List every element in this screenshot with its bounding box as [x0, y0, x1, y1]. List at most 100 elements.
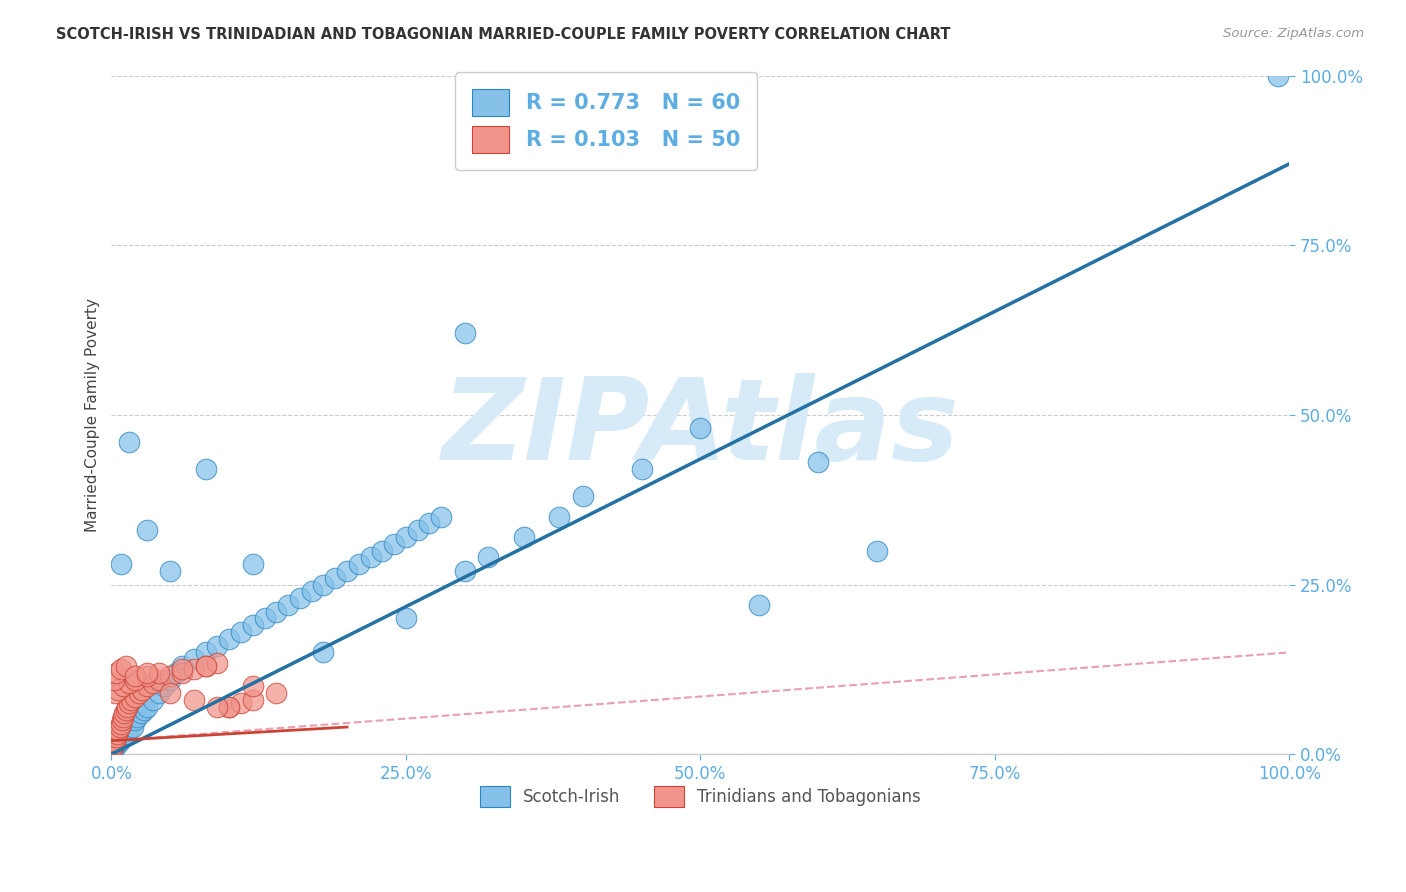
- Point: [454, 564, 477, 578]
- Point: [135, 665, 157, 680]
- Point: [120, 693, 142, 707]
- Point: [866, 543, 889, 558]
- Point: [111, 713, 134, 727]
- Point: [112, 710, 135, 724]
- Point: [148, 665, 170, 680]
- Point: [135, 699, 157, 714]
- Point: [183, 652, 205, 666]
- Point: [689, 421, 711, 435]
- Point: [172, 665, 194, 680]
- Point: [807, 455, 830, 469]
- Point: [454, 326, 477, 341]
- Point: [253, 611, 276, 625]
- Point: [183, 693, 205, 707]
- Text: ZIPAtlas: ZIPAtlas: [441, 373, 959, 484]
- Point: [477, 550, 499, 565]
- Point: [153, 679, 176, 693]
- Text: SCOTCH-IRISH VS TRINIDADIAN AND TOBAGONIAN MARRIED-COUPLE FAMILY POVERTY CORRELA: SCOTCH-IRISH VS TRINIDADIAN AND TOBAGONI…: [56, 27, 950, 42]
- Point: [135, 679, 157, 693]
- Point: [110, 662, 132, 676]
- Point: [360, 550, 382, 565]
- Point: [118, 723, 141, 738]
- Point: [748, 598, 770, 612]
- Point: [194, 645, 217, 659]
- Point: [103, 737, 125, 751]
- Point: [135, 669, 157, 683]
- Point: [266, 686, 288, 700]
- Point: [312, 645, 335, 659]
- Point: [229, 625, 252, 640]
- Point: [395, 611, 418, 625]
- Point: [242, 679, 264, 693]
- Point: [114, 659, 136, 673]
- Point: [135, 523, 157, 537]
- Point: [159, 564, 181, 578]
- Point: [118, 696, 141, 710]
- Point: [107, 723, 129, 738]
- Point: [112, 706, 135, 721]
- Point: [548, 509, 571, 524]
- Point: [288, 591, 311, 606]
- Point: [101, 740, 124, 755]
- Point: [104, 686, 127, 700]
- Point: [134, 703, 156, 717]
- Point: [418, 516, 440, 531]
- Point: [115, 699, 138, 714]
- Point: [172, 659, 194, 673]
- Point: [118, 435, 141, 450]
- Point: [105, 727, 128, 741]
- Point: [131, 682, 153, 697]
- Point: [242, 557, 264, 571]
- Point: [105, 731, 128, 745]
- Point: [159, 673, 181, 687]
- Point: [118, 676, 141, 690]
- Legend: Scotch-Irish, Trinidians and Tobagonians: Scotch-Irish, Trinidians and Tobagonians: [474, 779, 928, 814]
- Point: [277, 598, 299, 612]
- Point: [110, 557, 132, 571]
- Point: [114, 727, 136, 741]
- Point: [218, 699, 240, 714]
- Point: [124, 673, 146, 687]
- Point: [194, 462, 217, 476]
- Point: [301, 584, 323, 599]
- Point: [129, 706, 152, 721]
- Point: [142, 693, 165, 707]
- Point: [347, 557, 370, 571]
- Point: [207, 699, 229, 714]
- Text: Source: ZipAtlas.com: Source: ZipAtlas.com: [1223, 27, 1364, 40]
- Point: [104, 740, 127, 755]
- Point: [108, 720, 131, 734]
- Point: [194, 659, 217, 673]
- Point: [183, 662, 205, 676]
- Point: [512, 530, 534, 544]
- Point: [124, 690, 146, 704]
- Point: [105, 665, 128, 680]
- Point: [142, 676, 165, 690]
- Point: [395, 530, 418, 544]
- Point: [1267, 69, 1289, 83]
- Point: [242, 693, 264, 707]
- Point: [172, 662, 194, 676]
- Point: [159, 669, 181, 683]
- Point: [323, 571, 346, 585]
- Point: [104, 733, 127, 747]
- Point: [430, 509, 453, 524]
- Point: [229, 696, 252, 710]
- Point: [218, 632, 240, 646]
- Point: [148, 686, 170, 700]
- Point: [159, 686, 181, 700]
- Point: [121, 720, 143, 734]
- Point: [107, 682, 129, 697]
- Point: [112, 731, 135, 745]
- Point: [371, 543, 394, 558]
- Point: [266, 605, 288, 619]
- Point: [630, 462, 652, 476]
- Point: [128, 686, 150, 700]
- Point: [207, 656, 229, 670]
- Point: [218, 699, 240, 714]
- Point: [148, 673, 170, 687]
- Point: [312, 577, 335, 591]
- Point: [336, 564, 359, 578]
- Point: [112, 679, 135, 693]
- Point: [406, 523, 429, 537]
